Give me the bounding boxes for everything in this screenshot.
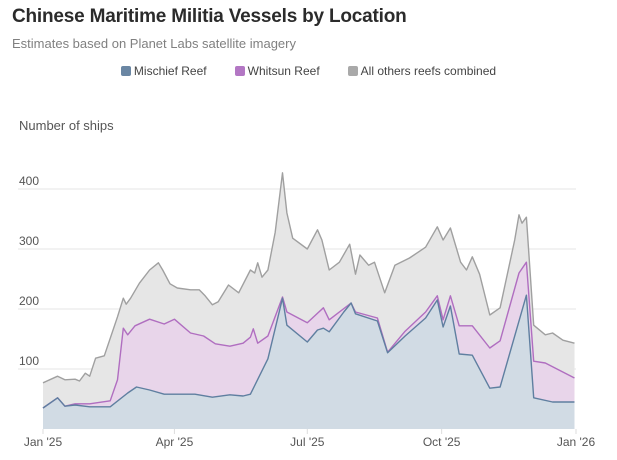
- line-series: [42, 172, 575, 409]
- y-axis-title: Number of ships: [19, 118, 114, 133]
- legend-swatch-mischief-reef: [120, 66, 131, 76]
- legend-label: Mischief Reef: [133, 64, 207, 78]
- chart-subtitle: Estimates based on Planet Labs satellite…: [12, 36, 296, 51]
- x-tick-label: Jan '25: [24, 435, 63, 449]
- x-tick-label: Oct '25: [423, 435, 461, 449]
- line-all-others-reefs-combined: [42, 172, 575, 384]
- legend-swatch-other-reefs: [347, 66, 358, 76]
- legend-label: All others reefs combined: [360, 64, 497, 78]
- y-axis: 100 200 300 400: [19, 174, 39, 368]
- x-tick-label: Jan '26: [557, 435, 596, 449]
- y-tick-label: 300: [19, 234, 39, 248]
- x-tick-label: Jul '25: [290, 435, 325, 449]
- y-tick-label: 200: [19, 294, 39, 308]
- line-whitsun-reef: [42, 261, 575, 409]
- legend-label: Whitsun Reef: [247, 64, 320, 78]
- legend-item-whitsun-reef[interactable]: Whitsun Reef: [234, 64, 320, 78]
- legend-swatch-whitsun-reef: [234, 66, 245, 76]
- x-tick-label: Apr '25: [156, 435, 194, 449]
- legend: Mischief Reef Whitsun Reef All others re…: [0, 64, 617, 78]
- legend-item-mischief-reef[interactable]: Mischief Reef: [120, 64, 207, 78]
- y-tick-label: 400: [19, 174, 39, 188]
- line-mischief-reef: [42, 294, 575, 409]
- area-mischief-reef[interactable]: [43, 295, 575, 429]
- y-tick-label: 100: [19, 354, 39, 368]
- chart-title: Chinese Maritime Militia Vessels by Loca…: [12, 6, 407, 27]
- legend-item-other-reefs[interactable]: All others reefs combined: [347, 64, 497, 78]
- x-axis: Jan '25 Apr '25 Jul '25 Oct '25 Jan '26: [24, 429, 596, 449]
